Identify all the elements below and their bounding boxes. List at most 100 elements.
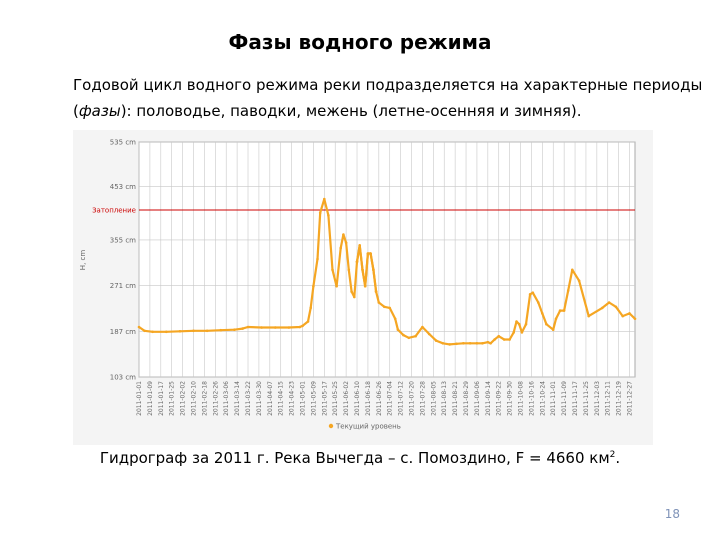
- data-point: [137, 325, 141, 329]
- y-tick-label: 453 cm: [110, 183, 136, 191]
- data-point: [339, 246, 343, 250]
- x-tick-labels: 2011-01-01 2011-01-09 2011-01-17 2011-01-25…: [136, 381, 634, 416]
- x-tick-label: 2011-08-21: [452, 381, 459, 416]
- body-line-2-prefix: (: [73, 102, 79, 120]
- data-point: [601, 306, 604, 310]
- data-point: [374, 290, 378, 293]
- legend-label: Текущий уровень: [335, 423, 401, 431]
- data-point: [316, 257, 319, 261]
- data-point: [287, 326, 291, 329]
- data-point: [192, 329, 195, 333]
- data-point: [493, 338, 496, 341]
- data-point: [366, 252, 370, 255]
- x-tick-label: 2011-01-01: [136, 381, 143, 416]
- y-axis-label: H, cm: [79, 250, 87, 271]
- x-tick-label: 2011-01-25: [169, 381, 176, 416]
- x-tick-label: 2011-04-07: [267, 381, 274, 416]
- data-point: [318, 211, 322, 214]
- x-tick-label: 2011-09-06: [474, 381, 481, 416]
- data-point: [545, 322, 548, 326]
- body-line-2-suffix: ): половодье, паводки, межень (летне-осе…: [120, 102, 582, 120]
- data-point: [407, 336, 411, 340]
- x-tick-label: 2011-03-30: [256, 381, 263, 416]
- data-point: [486, 340, 490, 344]
- y-tick-label: 187 cm: [110, 328, 136, 336]
- x-tick-label: 2011-02-26: [212, 381, 219, 416]
- data-point: [628, 312, 631, 315]
- data-point: [515, 320, 518, 323]
- x-tick-label: 2011-12-03: [594, 381, 601, 416]
- data-point: [312, 284, 315, 288]
- data-point: [558, 309, 562, 312]
- data-point: [489, 342, 492, 345]
- plot-area: [138, 141, 636, 378]
- data-point: [301, 324, 304, 328]
- data-point: [607, 301, 611, 304]
- data-point: [414, 334, 417, 338]
- data-point: [350, 290, 353, 293]
- x-tick-label: 2011-04-15: [278, 381, 285, 416]
- data-point: [335, 284, 338, 288]
- x-tick-label: 2011-11-09: [561, 381, 568, 416]
- data-point: [143, 329, 146, 333]
- hydrograph-figure: 103 cm 187 cm 271 cm 355 cm 453 cm 535 cm 201…: [73, 130, 653, 445]
- caption-superscript: 2: [609, 450, 616, 460]
- caption-text: Гидрограф за 2011 г. Река Вычегда – с. П…: [99, 449, 610, 467]
- x-tick-label: 2011-05-25: [332, 381, 339, 416]
- x-tick-label: 2011-10-16: [528, 381, 535, 416]
- data-point: [537, 301, 540, 304]
- series-line: [355, 244, 378, 292]
- slide-title: Фазы водного режима: [228, 30, 492, 54]
- x-tick-label: 2011-11-17: [572, 381, 579, 416]
- figure-caption: Гидрограф за 2011 г. Река Вычегда – с. П…: [0, 449, 720, 467]
- data-point: [393, 317, 397, 321]
- x-tick-label: 2011-01-17: [158, 381, 165, 416]
- data-point: [427, 332, 431, 336]
- data-point: [520, 331, 524, 334]
- x-tick-label: 2011-05-17: [321, 381, 328, 416]
- data-point: [358, 244, 362, 247]
- data-point: [331, 268, 334, 272]
- x-tick-label: 2011-06-02: [343, 381, 350, 416]
- data-point: [377, 301, 381, 304]
- data-point: [369, 252, 372, 255]
- x-tick-label: 2011-11-01: [550, 381, 557, 416]
- data-point: [566, 289, 570, 292]
- data-point: [614, 305, 618, 309]
- data-point: [246, 325, 250, 329]
- threshold: Затопление: [92, 206, 635, 214]
- data-point: [327, 214, 330, 217]
- data-point: [562, 309, 566, 312]
- x-tick-label: 2011-08-13: [441, 381, 448, 416]
- data-point: [497, 334, 501, 338]
- data-point: [508, 338, 511, 341]
- data-point: [361, 268, 364, 272]
- data-point: [205, 329, 209, 333]
- x-tick-label: 2011-03-06: [223, 381, 230, 416]
- x-tick-label: 2011-10-08: [518, 381, 525, 416]
- y-tick-label: 535 cm: [110, 139, 136, 147]
- y-tick-label: 355 cm: [110, 236, 136, 244]
- caption-end: .: [615, 449, 621, 467]
- data-point: [344, 241, 348, 244]
- data-point: [421, 325, 424, 329]
- data-point: [241, 327, 244, 330]
- x-tick-label: 2011-03-22: [245, 381, 252, 416]
- data-point: [517, 322, 521, 326]
- data-point: [151, 330, 154, 334]
- body-line-2-emphasis: фазы: [78, 102, 121, 120]
- x-tick-label: 2011-12-19: [616, 381, 623, 416]
- page-number: 18: [664, 507, 680, 521]
- data-point: [528, 293, 532, 296]
- data-point: [274, 326, 277, 329]
- data-point: [342, 233, 345, 236]
- x-tick-label: 2011-07-28: [419, 381, 426, 416]
- x-tick-label: 2011-06-26: [376, 381, 383, 416]
- body-text: Годовой цикл водного режима реки подразд…: [73, 72, 703, 124]
- x-tick-label: 2011-09-22: [496, 381, 503, 416]
- legend-marker: [328, 423, 334, 429]
- data-point: [633, 317, 637, 321]
- x-tick-label: 2011-02-10: [191, 381, 198, 416]
- x-tick-label: 2011-02-18: [201, 381, 208, 416]
- body-line-1: Годовой цикл водного режима реки подразд…: [73, 76, 703, 94]
